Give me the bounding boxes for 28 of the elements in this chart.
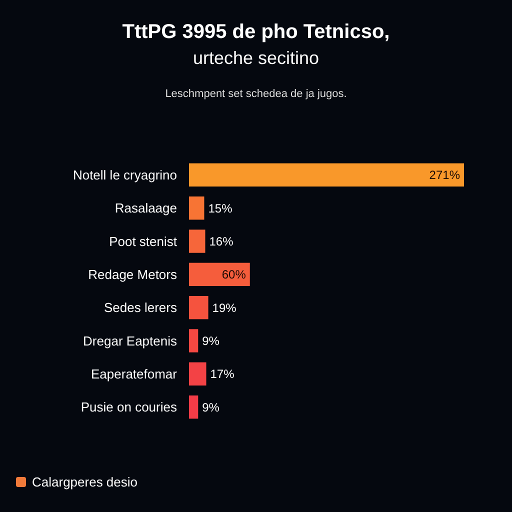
y-tick-label: Notell le cryagrino (72, 167, 177, 182)
data-label: 60% (222, 268, 246, 282)
y-tick-label: Redage Metors (88, 266, 178, 282)
data-label: 16% (209, 234, 234, 248)
chart-title: TttPG 3995 de pho Tetnicso, (122, 21, 390, 43)
chart-subtitle: urteche secitino (192, 48, 320, 68)
data-label: 19% (212, 300, 237, 315)
data-label: 271% (429, 168, 460, 182)
y-tick-label: Sedes lerers (104, 300, 178, 316)
bar (189, 230, 206, 253)
data-label: 15% (208, 201, 233, 216)
y-tick-label: Dregar Eaptenis (83, 333, 178, 348)
bar (189, 196, 204, 220)
legend-label: Calargperes desio (32, 474, 138, 490)
bar (189, 362, 206, 386)
y-tick-label: Pusie on couries (80, 400, 178, 415)
bar (189, 329, 198, 352)
y-tick-label: Eaperatefomar (91, 366, 178, 382)
bar (189, 262, 250, 286)
bar (189, 395, 198, 419)
y-tick-label: Poot stenist (109, 234, 178, 249)
bar (189, 296, 208, 320)
data-label: 17% (210, 367, 235, 382)
bar (189, 163, 464, 187)
data-label: 9% (202, 334, 220, 348)
text: Leschmpent set schedea de ja jugos. (165, 88, 347, 100)
y-tick-label: Rasalaage (114, 200, 177, 216)
data-label: 9% (202, 400, 220, 414)
